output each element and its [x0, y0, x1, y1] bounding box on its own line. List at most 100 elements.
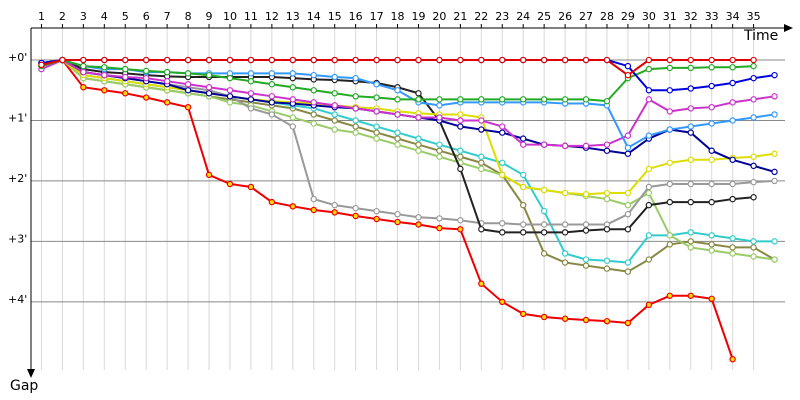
- data-point: [771, 256, 778, 263]
- data-point: [750, 74, 757, 82]
- data-point: [394, 210, 401, 218]
- y-tick-label: +3': [8, 232, 27, 245]
- x-tick-label: 28: [600, 10, 614, 23]
- data-point: [645, 256, 653, 263]
- data-point: [499, 129, 506, 136]
- data-point: [540, 250, 548, 257]
- data-point: [666, 241, 674, 248]
- data-point: [708, 180, 715, 188]
- data-point: [624, 201, 632, 209]
- data-point: [519, 310, 527, 318]
- data-point: [38, 61, 45, 69]
- data-point: [331, 56, 338, 64]
- data-point: [226, 56, 234, 64]
- series-line: [41, 58, 775, 147]
- data-point: [499, 220, 506, 227]
- data-point: [561, 250, 569, 257]
- data-point: [645, 232, 653, 239]
- data-point: [478, 165, 485, 173]
- data-point: [582, 142, 590, 150]
- data-point: [603, 97, 611, 105]
- data-point: [708, 232, 715, 239]
- data-point: [540, 141, 548, 148]
- data-point: [645, 56, 653, 64]
- data-point: [478, 117, 485, 124]
- data-point: [394, 56, 401, 64]
- x-tick-label: 25: [537, 10, 551, 23]
- data-point: [519, 229, 527, 236]
- data-point: [540, 207, 548, 215]
- data-point: [603, 265, 611, 272]
- data-point: [394, 129, 401, 136]
- data-point: [687, 85, 694, 92]
- data-point: [415, 135, 422, 142]
- data-point: [624, 210, 632, 218]
- data-point: [59, 56, 66, 64]
- data-point: [436, 215, 443, 222]
- data-point: [205, 56, 213, 64]
- data-point: [561, 315, 569, 322]
- data-point: [373, 135, 380, 142]
- data-point: [310, 87, 317, 94]
- data-point: [540, 221, 548, 228]
- data-point: [624, 144, 632, 151]
- x-tick-label: 34: [726, 10, 740, 23]
- data-point: [729, 250, 736, 257]
- data-point: [268, 70, 276, 77]
- data-point: [205, 171, 213, 179]
- data-point: [750, 238, 757, 245]
- data-point: [436, 224, 443, 232]
- data-point: [603, 56, 611, 64]
- data-point: [142, 74, 150, 82]
- data-point: [624, 150, 632, 157]
- data-point: [499, 96, 506, 103]
- data-point: [373, 129, 380, 136]
- data-point: [122, 73, 129, 81]
- data-point: [750, 162, 757, 170]
- data-point: [582, 316, 590, 324]
- x-tick-label: 23: [495, 10, 509, 23]
- data-point: [394, 135, 401, 142]
- data-point: [687, 156, 694, 163]
- data-point: [331, 201, 338, 209]
- data-point: [331, 102, 338, 109]
- data-point: [373, 108, 380, 115]
- data-point: [226, 87, 234, 94]
- data-point: [666, 180, 674, 188]
- data-point: [750, 194, 757, 201]
- data-point: [457, 96, 464, 103]
- data-point: [666, 87, 674, 94]
- data-point: [582, 227, 590, 234]
- x-tick-label: 32: [684, 10, 698, 23]
- data-point: [268, 111, 276, 118]
- data-point: [666, 198, 674, 206]
- x-tick-label: 10: [223, 10, 237, 23]
- data-point: [519, 171, 527, 179]
- data-point: [603, 257, 611, 264]
- data-point: [624, 132, 632, 139]
- data-point: [352, 204, 359, 212]
- data-point: [289, 114, 297, 121]
- data-point: [80, 68, 87, 76]
- data-point: [561, 96, 569, 103]
- data-point: [352, 117, 359, 124]
- data-point: [582, 221, 590, 228]
- data-point: [184, 56, 192, 64]
- series-line: [41, 58, 776, 273]
- data-point: [163, 56, 171, 64]
- data-point: [750, 96, 757, 103]
- data-point: [519, 135, 527, 142]
- data-point: [519, 221, 527, 228]
- data-point: [603, 147, 611, 154]
- data-point: [666, 232, 674, 239]
- data-point: [519, 183, 527, 191]
- data-point: [771, 71, 778, 79]
- data-point: [226, 180, 234, 188]
- x-tick-label: 30: [642, 10, 656, 23]
- x-tick-label: 1: [38, 10, 45, 23]
- data-point: [645, 87, 653, 94]
- data-point: [624, 268, 632, 275]
- data-point: [415, 147, 422, 154]
- y-tick-label: +2': [8, 172, 27, 185]
- data-point: [561, 229, 569, 236]
